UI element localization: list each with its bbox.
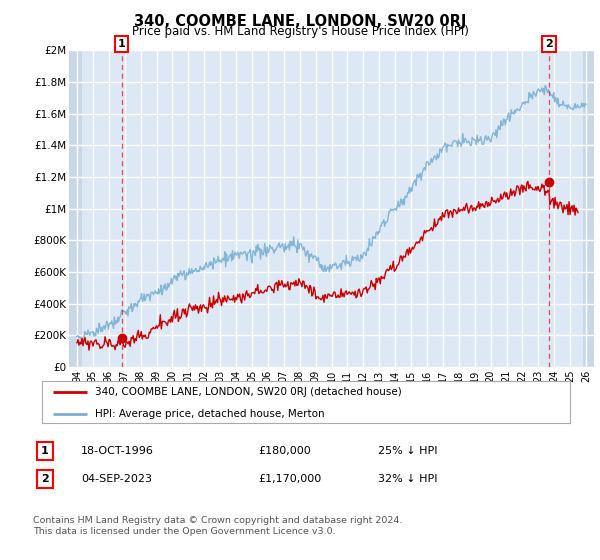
Text: 04-SEP-2023: 04-SEP-2023: [81, 474, 152, 484]
Bar: [69, 50, 82, 367]
Text: 340, COOMBE LANE, LONDON, SW20 0RJ: 340, COOMBE LANE, LONDON, SW20 0RJ: [134, 14, 466, 29]
Text: 1: 1: [41, 446, 49, 456]
Text: HPI: Average price, detached house, Merton: HPI: Average price, detached house, Mert…: [95, 409, 325, 418]
Text: 1: 1: [118, 39, 125, 49]
Text: 32% ↓ HPI: 32% ↓ HPI: [378, 474, 437, 484]
Text: Contains HM Land Registry data © Crown copyright and database right 2024.
This d: Contains HM Land Registry data © Crown c…: [33, 516, 403, 536]
Text: 25% ↓ HPI: 25% ↓ HPI: [378, 446, 437, 456]
Text: 2: 2: [41, 474, 49, 484]
Text: £1,170,000: £1,170,000: [258, 474, 321, 484]
Text: 340, COOMBE LANE, LONDON, SW20 0RJ (detached house): 340, COOMBE LANE, LONDON, SW20 0RJ (deta…: [95, 387, 401, 397]
Text: Price paid vs. HM Land Registry's House Price Index (HPI): Price paid vs. HM Land Registry's House …: [131, 25, 469, 38]
Text: 18-OCT-1996: 18-OCT-1996: [81, 446, 154, 456]
Bar: [583, 50, 594, 367]
Text: £180,000: £180,000: [258, 446, 311, 456]
Text: 2: 2: [545, 39, 553, 49]
